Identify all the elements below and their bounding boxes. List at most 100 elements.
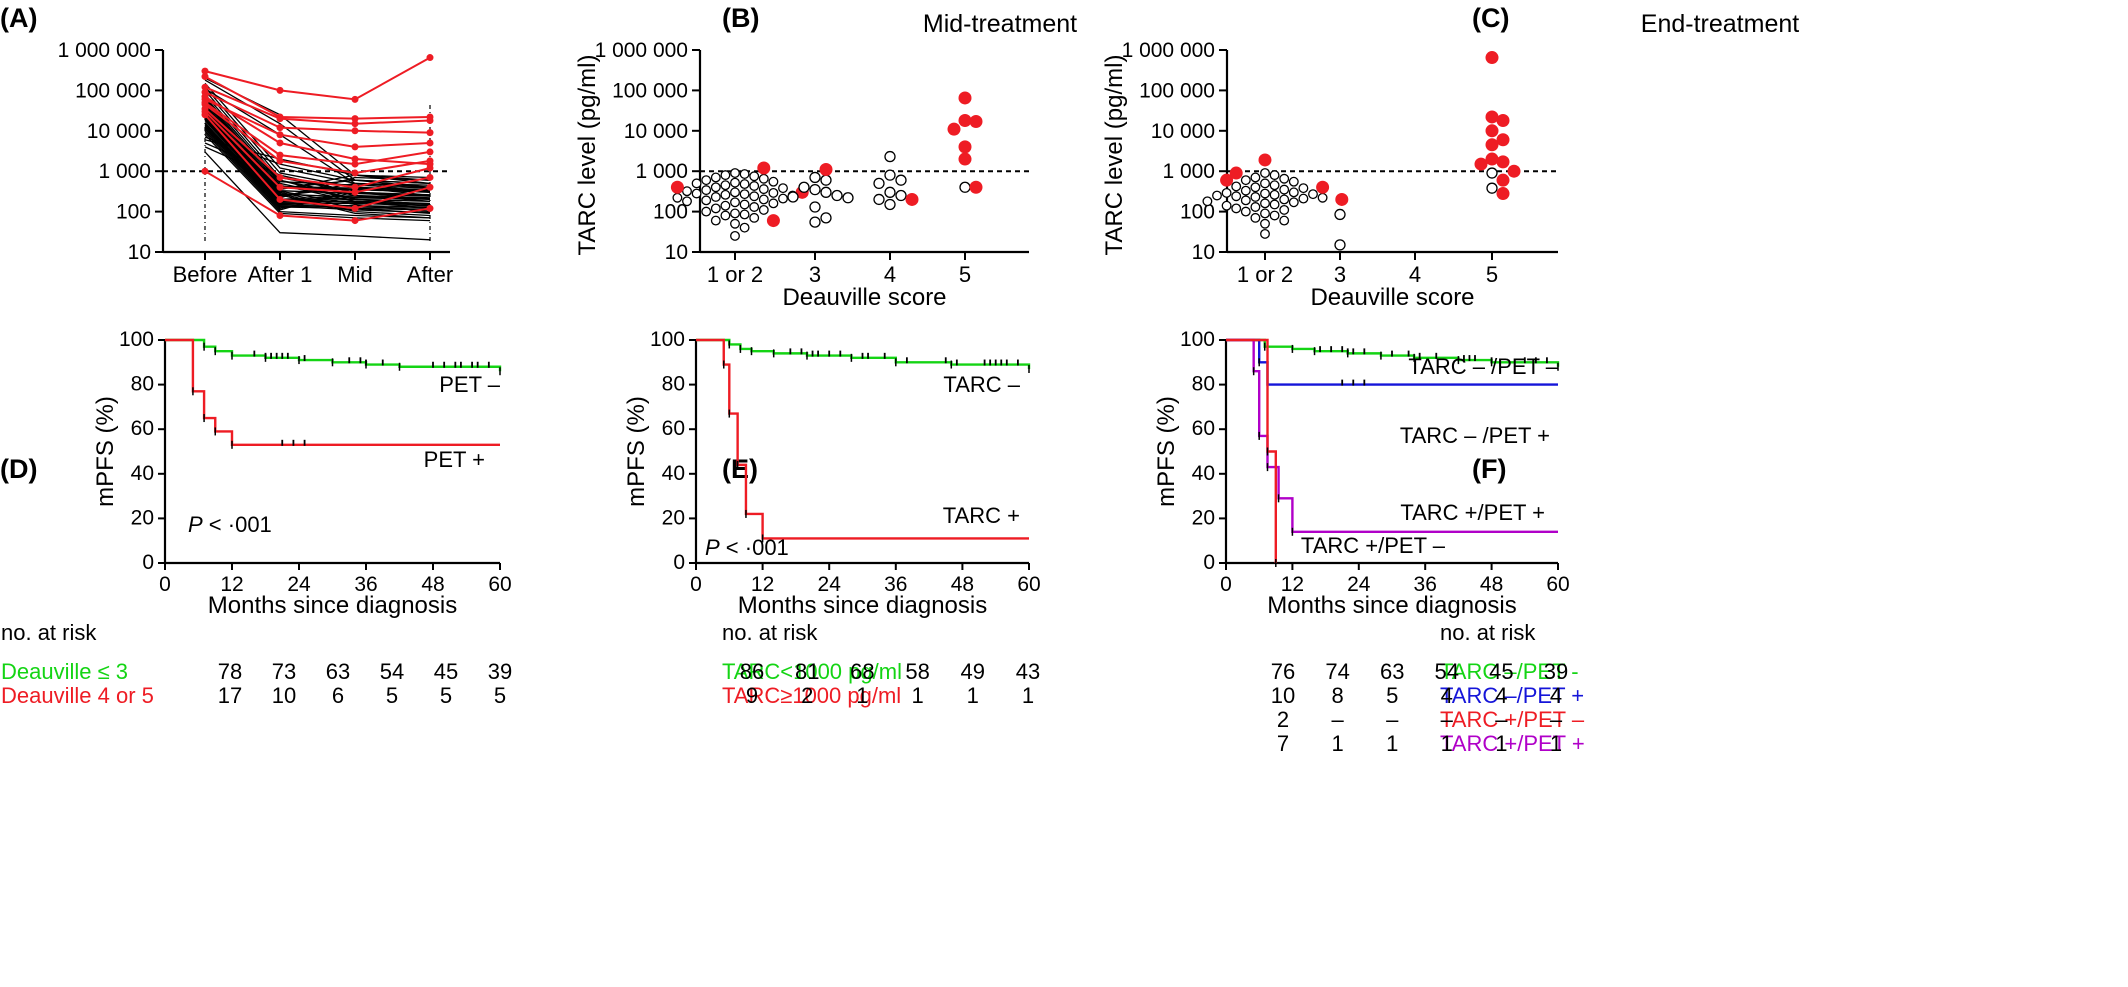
x-axis-title: Months since diagnosis — [208, 592, 457, 619]
open-point — [1279, 184, 1290, 195]
open-point — [701, 206, 712, 217]
y-axis-title: mPFS (%) — [1153, 396, 1180, 507]
open-point — [884, 169, 896, 181]
open-point — [749, 191, 760, 202]
y-tick-label: 80 — [662, 373, 685, 396]
filled-point — [958, 140, 972, 154]
patient-line — [204, 75, 431, 120]
filled-point — [1485, 152, 1499, 166]
y-tick-label: 40 — [1192, 462, 1215, 485]
y-tick-label: 100 000 — [75, 79, 151, 102]
series-label: TARC – /PET + — [1400, 423, 1550, 448]
at-risk-count: 10 — [272, 683, 296, 708]
patient-line — [204, 95, 431, 166]
x-tick-label: 60 — [1017, 573, 1040, 596]
open-point — [682, 196, 692, 207]
data-point — [351, 143, 359, 151]
data-point — [276, 183, 284, 191]
data-point — [426, 204, 434, 212]
at-risk-count: 5 — [494, 683, 506, 708]
open-point — [1212, 190, 1222, 201]
open-point — [820, 212, 832, 224]
at-risk-row-label: TARC –/PET + — [1440, 683, 1584, 708]
open-point — [873, 177, 885, 190]
open-point — [730, 197, 740, 208]
x-axis-title: Months since diagnosis — [1267, 592, 1516, 619]
open-point — [710, 182, 721, 193]
filled-point — [1496, 155, 1510, 169]
patient-line — [204, 130, 431, 211]
filled-point — [1229, 166, 1243, 180]
x-tick-label: 4 — [884, 262, 896, 287]
data-point — [351, 127, 359, 135]
data-point — [201, 83, 209, 91]
x-tick-label: 3 — [809, 262, 821, 287]
p-value-text: P < ·001 — [188, 512, 272, 537]
x-axis-title: Months since diagnosis — [738, 592, 987, 619]
open-point — [1288, 176, 1299, 187]
panel-a-series — [201, 54, 434, 242]
filled-point — [819, 163, 833, 177]
data-point — [351, 115, 359, 123]
open-point — [739, 169, 750, 180]
x-tick-label: After — [407, 262, 453, 287]
x-tick-label: 3 — [1334, 262, 1346, 287]
data-point — [351, 204, 359, 212]
data-point — [276, 139, 284, 147]
y-tick-label: 20 — [662, 506, 685, 529]
panel-d-km: 0 20 40 60 80 100 0 12 24 36 48 60 Months since diag… — [1, 328, 512, 708]
survival-curve — [165, 338, 502, 372]
panel-label-b: (B) — [722, 3, 759, 33]
at-risk-count: 5 — [1386, 683, 1398, 708]
x-tick-label: 5 — [1486, 262, 1498, 287]
y-tick-label: 100 — [119, 328, 154, 351]
x-tick-label: 24 — [287, 573, 311, 596]
open-point — [831, 189, 843, 202]
at-risk-row-label: TARC<1000 pg/ml — [722, 659, 902, 684]
open-point — [809, 201, 821, 213]
data-point — [351, 188, 359, 196]
open-point — [1269, 199, 1280, 210]
open-point — [749, 202, 760, 212]
open-point — [749, 181, 760, 191]
at-risk-count: 39 — [1544, 659, 1568, 684]
data-point — [201, 73, 209, 81]
series-label: PET – — [439, 372, 501, 397]
y-tick-label: 100 — [653, 201, 688, 224]
series-label: PET + — [424, 447, 485, 472]
open-point — [884, 198, 896, 211]
open-point — [895, 189, 907, 202]
y-tick-label: 1 000 — [635, 160, 688, 183]
data-point — [351, 95, 359, 103]
at-risk-count: 7 — [1277, 731, 1289, 756]
at-risk-count: 39 — [488, 659, 512, 684]
y-axis-title: mPFS (%) — [92, 396, 119, 507]
at-risk-count: 5 — [440, 683, 452, 708]
open-point — [720, 200, 731, 211]
data-point — [426, 173, 434, 181]
open-point — [1334, 208, 1346, 221]
at-risk-count: – — [1550, 707, 1563, 732]
x-tick-label: 1 or 2 — [707, 262, 763, 287]
open-point — [1288, 197, 1299, 208]
x-tick-label: 4 — [1409, 262, 1421, 287]
patient-line — [204, 132, 431, 219]
patient-line — [204, 98, 431, 148]
x-tick-label: 36 — [354, 573, 377, 596]
open-point — [739, 189, 750, 200]
at-risk-count: 1 — [911, 683, 923, 708]
y-tick-label: 1 000 000 — [1122, 39, 1215, 62]
y-tick-label: 100 — [650, 328, 685, 351]
panel-b-axes: 10 100 1 000 10 000 100 000 1 000 000 1 or 2 3 4… — [574, 39, 1029, 311]
y-tick-label: 10 — [1192, 241, 1215, 264]
at-risk-count: – — [1386, 707, 1399, 732]
patient-line — [204, 119, 431, 206]
panel-label-c: (C) — [1472, 3, 1509, 33]
at-risk-count: 5 — [386, 683, 398, 708]
open-point — [758, 194, 769, 205]
open-point — [884, 186, 896, 198]
open-point — [701, 185, 712, 196]
